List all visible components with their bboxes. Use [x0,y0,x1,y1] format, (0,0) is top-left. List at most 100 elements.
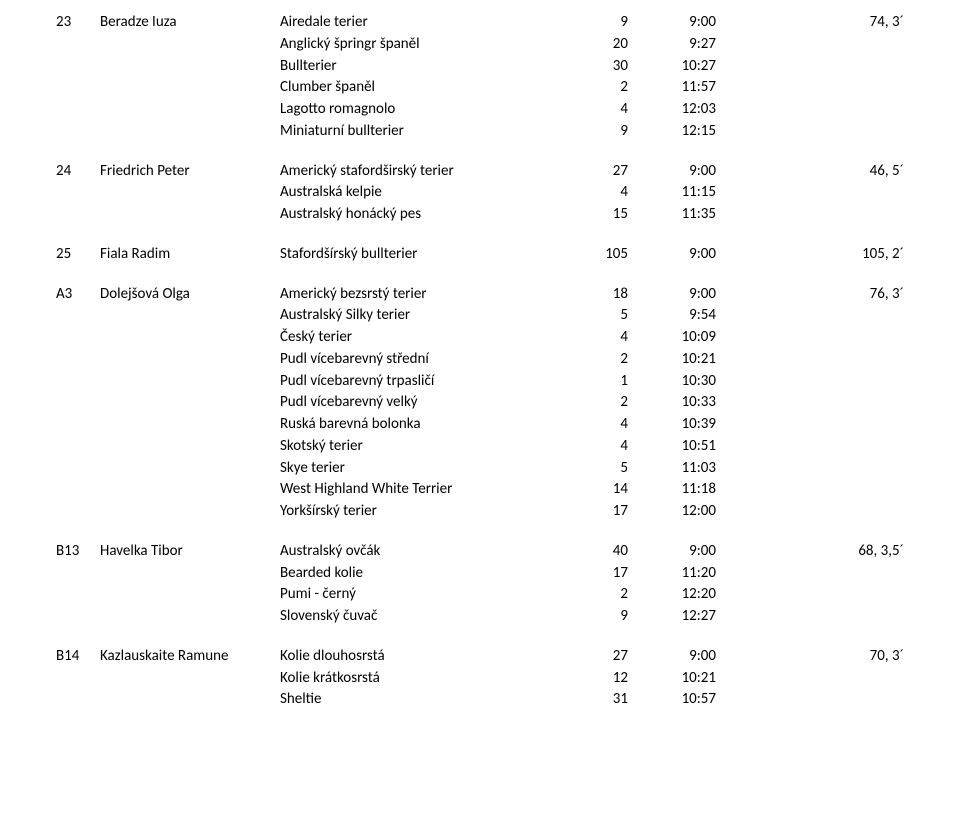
entry-row: B14Kazlauskaite RamuneKolie dlouhosrstá2… [56,646,904,668]
time: 10:30 [636,371,724,393]
entry-row: Skotský terier410:51 [56,436,904,458]
breed-name: Skye terier [280,458,564,480]
count: 5 [564,458,636,480]
count: 30 [564,56,636,78]
count: 2 [564,392,636,414]
entry-ref [724,327,904,349]
time: 10:21 [636,668,724,690]
time: 10:21 [636,349,724,371]
count: 2 [564,584,636,606]
entry-id [56,563,100,585]
breed-name: Kolie dlouhosrstá [280,646,564,668]
entry-id [56,458,100,480]
entry-ref [724,479,904,501]
entry-person [100,327,280,349]
time: 12:20 [636,584,724,606]
entry-ref [724,305,904,327]
entry-id [56,34,100,56]
entry-ref [724,458,904,480]
entry-person: Fiala Radim [100,244,280,266]
breed-name: Australský ovčák [280,541,564,563]
entry-row: Anglický špringr španěl209:27 [56,34,904,56]
entry-block: B14Kazlauskaite RamuneKolie dlouhosrstá2… [56,646,904,711]
entry-ref: 105, 2´ [724,244,904,266]
entry-person [100,182,280,204]
breed-name: Australská kelpie [280,182,564,204]
entry-id [56,501,100,523]
breed-name: Pumi - černý [280,584,564,606]
breed-name: Stafordšírský bullterier [280,244,564,266]
entry-row: Pudl vícebarevný trpasličí110:30 [56,371,904,393]
time: 12:15 [636,121,724,143]
entry-row: Bullterier3010:27 [56,56,904,78]
count: 27 [564,161,636,183]
time: 9:00 [636,161,724,183]
entry-ref [724,182,904,204]
time: 10:33 [636,392,724,414]
count: 4 [564,414,636,436]
time: 12:03 [636,99,724,121]
entry-row: Skye terier511:03 [56,458,904,480]
entry-row: Yorkšírský terier1712:00 [56,501,904,523]
time: 11:15 [636,182,724,204]
entry-id: B14 [56,646,100,668]
document-page: 23Beradze IuzaAiredale terier99:0074, 3´… [0,0,960,749]
entry-ref: 70, 3´ [724,646,904,668]
breed-name: West Highland White Terrier [280,479,564,501]
entry-ref [724,563,904,585]
breed-name: Anglický špringr španěl [280,34,564,56]
entry-row: B13Havelka TiborAustralský ovčák409:0068… [56,541,904,563]
count: 17 [564,563,636,585]
entry-person [100,204,280,226]
breed-name: Miniaturní bullterier [280,121,564,143]
entry-ref [724,584,904,606]
entry-block: 24Friedrich PeterAmerický stafordširský … [56,161,904,226]
entry-ref [724,501,904,523]
entry-row: 25Fiala RadimStafordšírský bullterier105… [56,244,904,266]
breed-name: Skotský terier [280,436,564,458]
time: 10:27 [636,56,724,78]
entry-person [100,121,280,143]
entry-id [56,204,100,226]
time: 11:35 [636,204,724,226]
breed-name: Yorkšírský terier [280,501,564,523]
time: 9:00 [636,244,724,266]
breed-name: Australský Silky terier [280,305,564,327]
entry-ref: 46, 5´ [724,161,904,183]
entry-person [100,689,280,711]
entry-person [100,77,280,99]
entry-row: Miniaturní bullterier912:15 [56,121,904,143]
entry-person: Dolejšová Olga [100,284,280,306]
entry-person [100,436,280,458]
count: 9 [564,12,636,34]
breed-name: Kolie krátkosrstá [280,668,564,690]
entry-row: 23Beradze IuzaAiredale terier99:0074, 3´ [56,12,904,34]
entry-person [100,99,280,121]
entry-id [56,77,100,99]
entry-ref [724,606,904,628]
time: 11:57 [636,77,724,99]
entry-id [56,327,100,349]
count: 9 [564,121,636,143]
entry-row: Australská kelpie411:15 [56,182,904,204]
entry-ref [724,77,904,99]
entry-ref [724,689,904,711]
time: 9:00 [636,541,724,563]
entry-row: Bearded kolie1711:20 [56,563,904,585]
entry-id [56,305,100,327]
count: 9 [564,606,636,628]
entry-person [100,479,280,501]
time: 10:51 [636,436,724,458]
count: 14 [564,479,636,501]
count: 40 [564,541,636,563]
count: 15 [564,204,636,226]
entry-id [56,668,100,690]
breed-name: Pudl vícebarevný trpasličí [280,371,564,393]
entry-ref [724,349,904,371]
time: 11:18 [636,479,724,501]
entry-row: Pudl vícebarevný střední210:21 [56,349,904,371]
entry-row: A3Dolejšová OlgaAmerický bezsrstý terier… [56,284,904,306]
entry-ref [724,414,904,436]
entry-person [100,305,280,327]
entry-id [56,56,100,78]
